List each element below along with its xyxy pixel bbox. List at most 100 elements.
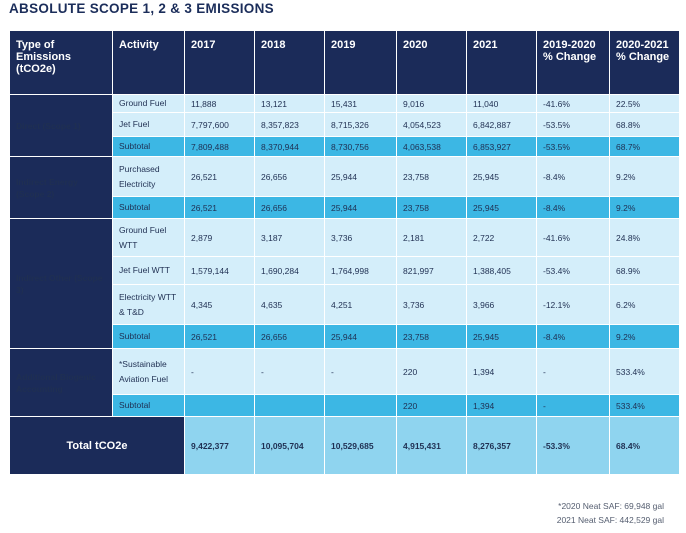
value-cell: 23,758: [396, 196, 467, 219]
total-value-cell: 4,915,431: [396, 416, 467, 475]
total-value-cell: 9,422,377: [184, 416, 255, 475]
table-row: Direct (Scope 1) Ground Fuel 11,888 13,1…: [9, 94, 680, 157]
subtotal-row: Subtotal 26,521 26,656 25,944 23,758 25,…: [10, 324, 680, 349]
total-value-cell: 10,095,704: [254, 416, 325, 475]
value-cell: -41.6%: [536, 218, 610, 257]
activity-cell: Ground Fuel: [112, 94, 185, 113]
header-change-2019-2020: 2019-2020 % Change: [536, 30, 610, 95]
value-cell: 8,730,756: [324, 136, 397, 157]
value-cell: [184, 394, 255, 417]
subtotal-row: Subtotal 220 1,394 - 533.4%: [10, 394, 680, 417]
value-cell: 23,758: [396, 324, 467, 349]
value-cell: 23,758: [396, 156, 467, 197]
value-cell: 26,656: [254, 196, 325, 219]
header-row: Type of Emissions (tCO2e) Activity 2017 …: [9, 30, 680, 95]
value-cell: 6,842,887: [466, 112, 537, 137]
table-row: Jet Fuel WTT 1,579,144 1,690,284 1,764,9…: [10, 256, 680, 285]
table-row: Indirect Energy (Scope 2) Purchased Elec…: [9, 156, 680, 219]
value-cell: 26,521: [184, 156, 255, 197]
activity-cell: Jet Fuel WTT: [112, 256, 185, 285]
total-value-cell: 68.4%: [609, 416, 680, 475]
value-cell: 11,040: [466, 94, 537, 113]
value-cell: 9.2%: [609, 156, 680, 197]
value-cell: 25,945: [466, 156, 537, 197]
value-cell: 533.4%: [609, 348, 680, 395]
header-activity: Activity: [112, 30, 185, 95]
value-cell: 9.2%: [609, 196, 680, 219]
value-cell: 220: [396, 348, 467, 395]
total-value-cell: -53.3%: [536, 416, 610, 475]
value-cell: 26,656: [254, 156, 325, 197]
header-2019: 2019: [324, 30, 397, 95]
value-cell: 4,054,523: [396, 112, 467, 137]
value-cell: -53.4%: [536, 256, 610, 285]
value-cell: 25,944: [324, 324, 397, 349]
value-cell: 15,431: [324, 94, 397, 113]
activity-cell: Electricity WTT & T&D: [112, 284, 185, 325]
value-cell: 4,345: [184, 284, 255, 325]
page-title: ABSOLUTE SCOPE 1, 2 & 3 EMISSIONS: [9, 1, 274, 16]
value-cell: -53.5%: [536, 136, 610, 157]
value-cell: 1,394: [466, 348, 537, 395]
header-2017: 2017: [184, 30, 255, 95]
value-cell: 3,736: [324, 218, 397, 257]
value-cell: 8,370,944: [254, 136, 325, 157]
value-cell: -: [254, 348, 325, 395]
table-row: Jet Fuel 7,797,600 8,357,823 8,715,326 4…: [10, 112, 680, 137]
value-cell: 22.5%: [609, 94, 680, 113]
table-body: Direct (Scope 1) Ground Fuel 11,888 13,1…: [9, 94, 680, 475]
header-type: Type of Emissions (tCO2e): [9, 30, 113, 95]
value-cell: 1,579,144: [184, 256, 255, 285]
value-cell: [324, 394, 397, 417]
value-cell: 821,997: [396, 256, 467, 285]
value-cell: 2,722: [466, 218, 537, 257]
value-cell: [254, 394, 325, 417]
value-cell: 1,388,405: [466, 256, 537, 285]
activity-cell: Purchased Electricity: [112, 156, 185, 197]
subtotal-row: Subtotal 7,809,488 8,370,944 8,730,756 4…: [10, 136, 680, 157]
value-cell: 1,764,998: [324, 256, 397, 285]
value-cell: -8.4%: [536, 156, 610, 197]
table-row: Electricity WTT & T&D 4,345 4,635 4,251 …: [10, 284, 680, 325]
value-cell: 25,945: [466, 196, 537, 219]
value-cell: 26,521: [184, 196, 255, 219]
emissions-table: Type of Emissions (tCO2e) Activity 2017 …: [9, 30, 680, 475]
value-cell: 1,394: [466, 394, 537, 417]
total-row: Total tCO2e 9,422,377 10,095,704 10,529,…: [9, 416, 680, 475]
table-row: Indirect Other (Scope 3) Ground Fuel WTT…: [9, 218, 680, 349]
activity-cell: Jet Fuel: [112, 112, 185, 137]
header-2018: 2018: [254, 30, 325, 95]
value-cell: -8.4%: [536, 324, 610, 349]
total-value-cell: 8,276,357: [466, 416, 537, 475]
value-cell: 1,690,284: [254, 256, 325, 285]
value-cell: 3,736: [396, 284, 467, 325]
activity-cell: Subtotal: [112, 394, 185, 417]
value-cell: -8.4%: [536, 196, 610, 219]
value-cell: 25,944: [324, 196, 397, 219]
value-cell: 4,251: [324, 284, 397, 325]
activity-cell: Subtotal: [112, 324, 185, 349]
header-change-2020-2021: 2020-2021 % Change: [609, 30, 680, 95]
subtotal-row: Subtotal 26,521 26,656 25,944 23,758 25,…: [10, 196, 680, 219]
value-cell: 24.8%: [609, 218, 680, 257]
table-row: Additional Biogenic Accounting *Sustaina…: [9, 348, 680, 417]
value-cell: 8,357,823: [254, 112, 325, 137]
value-cell: -53.5%: [536, 112, 610, 137]
category-scope1: Direct (Scope 1): [9, 94, 113, 157]
value-cell: 7,809,488: [184, 136, 255, 157]
value-cell: 68.9%: [609, 256, 680, 285]
header-2020: 2020: [396, 30, 467, 95]
value-cell: -12.1%: [536, 284, 610, 325]
value-cell: -: [324, 348, 397, 395]
category-scope3: Indirect Other (Scope 3): [9, 218, 113, 349]
value-cell: 2,181: [396, 218, 467, 257]
value-cell: -: [536, 348, 610, 395]
value-cell: 2,879: [184, 218, 255, 257]
value-cell: 25,945: [466, 324, 537, 349]
value-cell: 11,888: [184, 94, 255, 113]
value-cell: 533.4%: [609, 394, 680, 417]
value-cell: 26,656: [254, 324, 325, 349]
activity-cell: Subtotal: [112, 196, 185, 219]
value-cell: 3,966: [466, 284, 537, 325]
value-cell: 4,635: [254, 284, 325, 325]
